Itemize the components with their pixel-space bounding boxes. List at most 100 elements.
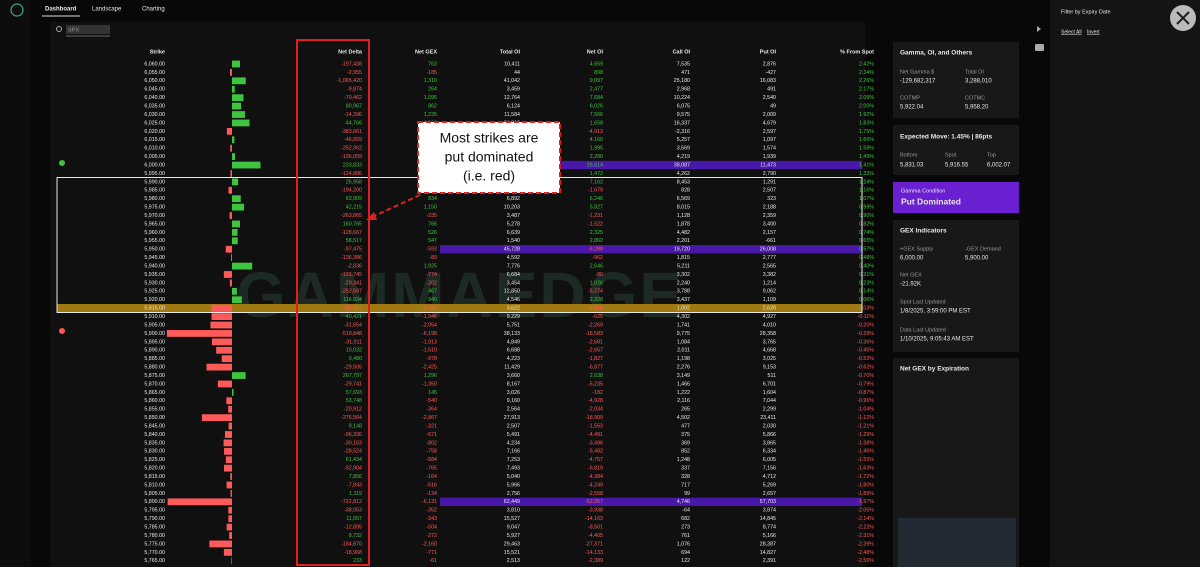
gex-bar	[223, 464, 232, 472]
nav-tab[interactable]: Dashboard	[45, 7, 77, 13]
table-cell: 10,224	[674, 95, 690, 101]
gex-bar	[226, 127, 232, 135]
table-cell: 6,025.00	[144, 120, 165, 126]
table-cell: 4,746	[677, 499, 690, 505]
table-cell: -235	[426, 213, 437, 219]
nav-tab[interactable]: Charting	[142, 7, 165, 13]
table-cell: 0.65%	[859, 238, 874, 244]
table-cell: -1.80%	[857, 482, 874, 488]
gex-bar	[231, 557, 232, 565]
table-cell: -2,867	[422, 415, 437, 421]
table-cell: 26,008	[760, 247, 776, 253]
table-cell: 99	[684, 491, 690, 497]
stat-value: 3,288,010	[965, 79, 992, 85]
table-cell: 23,411	[760, 415, 776, 421]
gex-bar	[232, 136, 235, 144]
table-cell: 6,040.00	[144, 95, 165, 101]
table-cell: 2,646	[590, 263, 603, 269]
table-cell: -27,371	[585, 541, 603, 547]
table-cell: 1,296	[424, 373, 437, 379]
search-box[interactable]	[66, 25, 110, 34]
table-cell: -0.62%	[857, 365, 874, 371]
table-cell: -70,462	[344, 95, 362, 101]
table-cell: -276,564	[341, 415, 362, 421]
stat-value: 5,922.04	[900, 105, 924, 111]
table-cell: 6,060.00	[144, 61, 165, 67]
table-cell: 7,493	[507, 466, 520, 472]
table-cell: -2,034	[588, 407, 603, 413]
gex-bar	[201, 414, 232, 422]
gex-bar	[217, 380, 232, 388]
table-cell: -774	[426, 272, 437, 278]
table-cell: -194,200	[341, 188, 362, 194]
invert[interactable]: Invert	[1087, 29, 1100, 35]
table-cell: 6,334	[763, 449, 776, 455]
table-cell: 1,878	[677, 221, 690, 227]
table-cell: 5,935.00	[144, 272, 165, 278]
table-cell: -31,654	[344, 322, 362, 328]
logo[interactable]	[10, 3, 24, 17]
stat-value: Put Dominated	[901, 196, 961, 206]
table-cell: 2,507	[763, 188, 776, 194]
nav-tab[interactable]: Landscape	[92, 7, 122, 13]
select-all[interactable]: Select All	[1061, 29, 1082, 35]
table-cell: 6,569	[677, 196, 690, 202]
gex-bar	[209, 540, 232, 548]
table-cell: 5,278	[507, 221, 520, 227]
table-cell: -1,618	[588, 306, 603, 312]
gex-bar	[228, 515, 232, 523]
table-cell: 3,622	[507, 306, 520, 312]
table-cell: 5,827	[590, 205, 603, 211]
table-cell: -771	[426, 550, 437, 556]
table-cell: 5,995.00	[144, 171, 165, 177]
table-cell: -1,065,420	[337, 78, 362, 84]
gex-bar	[228, 506, 232, 514]
table-cell: 526	[428, 230, 437, 236]
table-cell: 5,211	[677, 263, 690, 269]
table-cell: 57,693	[346, 390, 362, 396]
table-cell: 7,253	[507, 457, 520, 463]
table-cell: -184,870	[341, 541, 362, 547]
table-cell: -540	[426, 398, 437, 404]
gex-bar	[230, 69, 232, 76]
gex-bar	[232, 161, 261, 169]
collapse-icon[interactable]	[1037, 26, 1041, 32]
table-cell: 28,358	[760, 331, 776, 337]
gex-bar	[232, 94, 244, 102]
table-cell: -0.87%	[857, 390, 874, 396]
gex-bar	[229, 532, 232, 539]
table-cell: 2,876	[763, 61, 776, 67]
table-cell: 5,990.00	[144, 179, 165, 185]
stat-label: Spot Last Updated	[900, 299, 946, 305]
table-cell: -131,745	[341, 272, 362, 278]
table-cell: 328	[681, 474, 690, 480]
panel-title: GEX Indicators	[900, 228, 947, 235]
table-cell: 1,658	[590, 120, 603, 126]
gex-bar	[226, 523, 232, 531]
table-cell: 116,034	[343, 297, 362, 303]
table-cell: -128,667	[341, 230, 362, 236]
table-cell: 2,116	[677, 398, 690, 404]
table-cell: 80,967	[346, 104, 362, 110]
table-cell: 337	[681, 466, 690, 472]
table-cell: 2,597	[763, 129, 776, 135]
gex-bar	[232, 229, 238, 236]
table-cell: -2,160	[422, 541, 437, 547]
table-cell: 828	[681, 188, 690, 194]
camera-icon[interactable]	[1035, 44, 1044, 51]
table-cell: 4,234	[507, 440, 520, 446]
spot-row	[57, 303, 862, 313]
table-cell: 1.07%	[859, 196, 874, 202]
table-cell: -2.39%	[857, 541, 874, 547]
table-cell: 5,830.00	[144, 449, 165, 455]
table-cell: 9,775	[677, 331, 690, 337]
table-cell: 5,970.00	[144, 213, 165, 219]
gex-bar	[211, 304, 232, 312]
table-cell: 5,815.00	[144, 474, 165, 480]
table-cell: -18,968	[344, 550, 362, 556]
stat-label: Total OI	[965, 69, 984, 75]
table-cell: 0.48%	[859, 255, 874, 261]
table-cell: 5,805.00	[144, 491, 165, 497]
table-cell: 2,777	[763, 255, 776, 261]
table-cell: 12,764	[504, 95, 520, 101]
